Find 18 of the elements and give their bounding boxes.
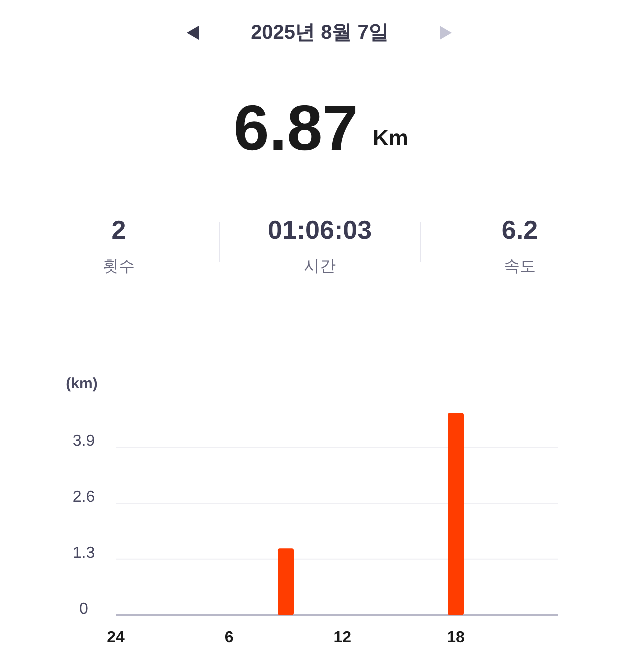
x-tick-label: 24 (107, 630, 125, 646)
text: 2 (112, 215, 126, 245)
y-axis-title: (km) (66, 376, 98, 392)
text: 6.2 (502, 215, 538, 245)
x-tick-label: 18 (447, 630, 465, 646)
text: 횟수 (103, 258, 135, 276)
y-tick-label: 2.6 (72, 489, 96, 506)
text: 시간 (304, 258, 336, 276)
x-tick-label: 6 (224, 630, 234, 646)
x-tick-label: 12 (334, 630, 352, 646)
text: 6.87 (234, 92, 358, 164)
y-tick-label: 0 (80, 600, 89, 618)
chart-title: 2025년 8월 7일 (251, 22, 389, 44)
y-tick-label: 3.9 (72, 433, 96, 450)
y-tick-label: 1.3 (72, 544, 96, 562)
text: 속도 (504, 258, 536, 276)
text: Km (373, 126, 408, 150)
text: 01:06:03 (268, 215, 372, 245)
